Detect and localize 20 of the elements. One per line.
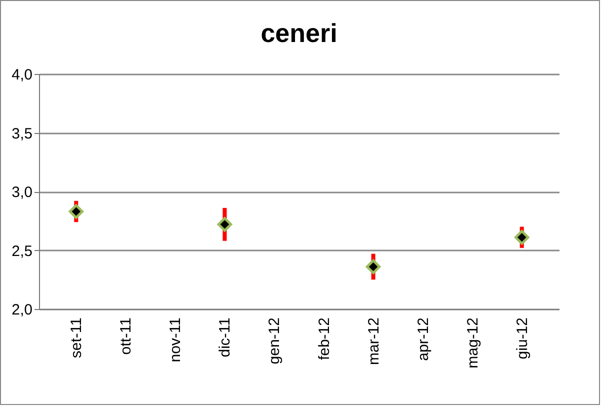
x-tick-label: apr-12	[414, 318, 432, 361]
point	[366, 259, 381, 274]
x-tick-label: nov-11	[167, 318, 184, 362]
x-tick-label: gen-12	[266, 318, 284, 364]
x-tick-label: mag-12	[464, 318, 482, 368]
point	[514, 230, 530, 245]
y-tick-label: 2,0	[12, 302, 32, 318]
x-tick-label: mar-12	[365, 318, 382, 366]
x-tick-label: feb-12	[316, 318, 333, 360]
y-tick-label: 3,0	[12, 184, 32, 201]
point	[217, 217, 232, 232]
y-tick-label: 4,0	[12, 66, 32, 84]
x-tick-label: dic-11	[216, 318, 234, 358]
point	[68, 204, 84, 219]
chart-title: ceneri	[260, 18, 338, 48]
x-tick-label: ott-11	[118, 318, 135, 355]
x-tick-label: set-11	[68, 318, 86, 358]
x-tick-label: giu-12	[514, 318, 531, 360]
y-tick-label: 2,5	[12, 242, 32, 260]
y-tick-label: 3,5	[12, 125, 32, 142]
